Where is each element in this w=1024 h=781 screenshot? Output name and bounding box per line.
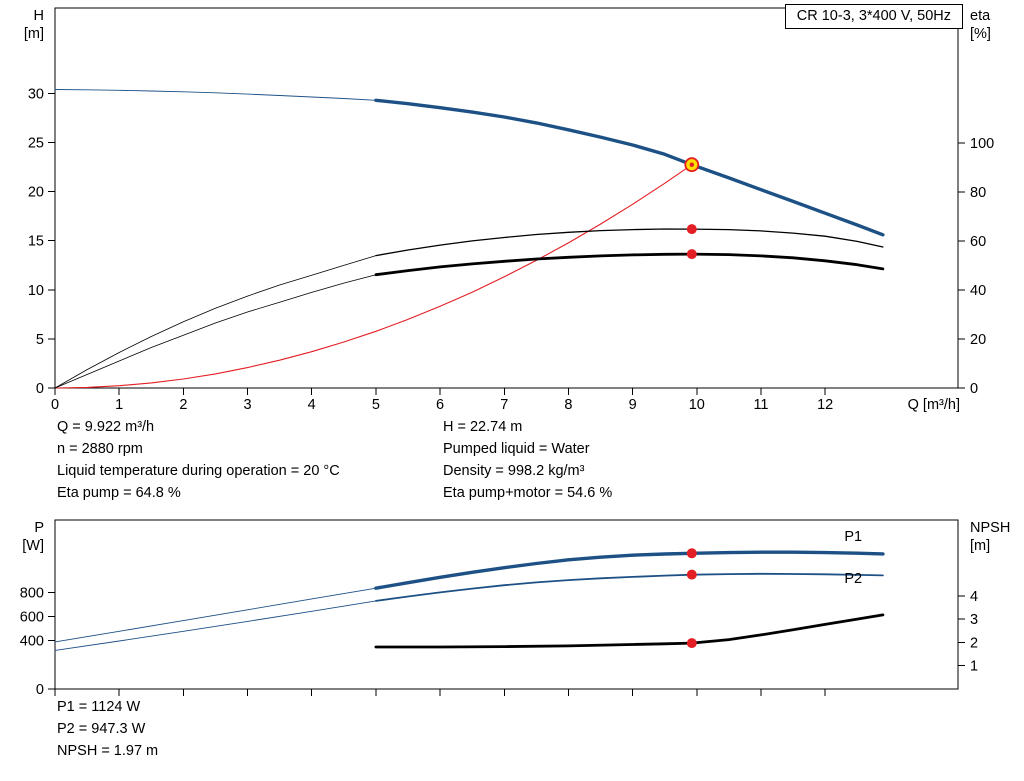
info-liquid-temperature: Liquid temperature during operation = 20…	[57, 463, 340, 479]
x-tick-label: 4	[308, 397, 316, 413]
p2-curve	[374, 572, 884, 602]
p2-curve-preview	[54, 600, 377, 651]
left-tick-label: 10	[28, 283, 44, 299]
pump-curve-preview	[54, 89, 377, 101]
right-tick-label: 3	[970, 612, 978, 628]
right-tick-label: 40	[970, 283, 986, 299]
left-tick-label: 0	[36, 381, 44, 397]
info-head: H = 22.74 m	[443, 419, 523, 435]
info-pumped-liquid: Pumped liquid = Water	[443, 441, 590, 457]
x-tick-label: 6	[436, 397, 444, 413]
left-tick-label: 0	[36, 682, 44, 698]
info-eta-pump-motor: Eta pump+motor = 54.6 %	[443, 485, 613, 501]
left-tick-label: 30	[28, 86, 44, 102]
p1-curve	[374, 550, 885, 590]
left-tick-label: 5	[36, 332, 44, 348]
info-flow: Q = 9.922 m³/h	[57, 419, 155, 435]
info-speed: n = 2880 rpm	[57, 441, 143, 457]
right-tick-label: 100	[970, 136, 994, 152]
right-axis-name: eta	[970, 8, 991, 24]
plot-frame	[54, 519, 959, 690]
npsh-curve	[374, 613, 885, 649]
left-tick-label: 15	[28, 234, 44, 250]
x-tick-label: 2	[179, 397, 187, 413]
eta-pump-point	[686, 224, 697, 235]
pump-curve	[374, 98, 885, 237]
eta-pump-motor-curve	[374, 252, 885, 277]
x-tick-label: 7	[500, 397, 508, 413]
info-npsh: NPSH = 1.97 m	[57, 743, 159, 759]
left-axis-name: H	[34, 8, 44, 24]
right-tick-label: 2	[970, 635, 978, 651]
info-eta-pump: Eta pump = 64.8 %	[57, 485, 181, 501]
left-axis-unit: [W]	[22, 538, 44, 554]
duty-point-center	[689, 162, 694, 167]
right-axis-name: NPSH	[970, 520, 1010, 536]
power-data: P1 = 1124 W P2 = 947.3 W NPSH = 1.97 m	[57, 696, 158, 762]
right-tick-label: 20	[970, 332, 986, 348]
right-axis-unit: [m]	[970, 538, 990, 554]
right-tick-label: 80	[970, 185, 986, 201]
x-tick-label: 8	[564, 397, 572, 413]
p1-curve-label: P1	[844, 529, 862, 545]
eta-pump-curve	[375, 228, 884, 257]
x-tick-label: 9	[629, 397, 637, 413]
right-tick-label: 0	[970, 381, 978, 397]
left-tick-label: 400	[20, 634, 44, 650]
info-density: Density = 998.2 kg/m³	[443, 463, 585, 479]
x-axis-label: Q [m³/h]	[908, 397, 960, 413]
hq-eta-chart: 0 1 2 3 4 5 6 7 8 9 10 11 12051015202530020406080100…	[24, 7, 994, 413]
eta-pump-motor-point	[686, 249, 697, 260]
p1-curve-preview	[54, 587, 377, 643]
x-tick-label: 11	[753, 397, 768, 413]
right-tick-label: 1	[970, 659, 978, 675]
x-tick-label: 10	[689, 397, 705, 413]
x-tick-label: 3	[243, 397, 251, 413]
eta-pump-motor-curve-preview	[54, 274, 377, 389]
npsh-point	[686, 638, 697, 649]
left-tick-label: 600	[20, 610, 44, 626]
info-p2: P2 = 947.3 W	[57, 721, 146, 737]
x-tick-label: 0	[51, 397, 59, 413]
left-tick-label: 25	[28, 136, 44, 152]
right-tick-label: 60	[970, 234, 986, 250]
plot-frame	[54, 7, 959, 389]
left-tick-label: 800	[20, 585, 44, 601]
p2-curve-label: P2	[844, 571, 862, 587]
left-axis-name: P	[34, 520, 44, 536]
power-npsh-chart: 0 400 600 800 1 2 3 4 P [W] NPSH [m] P1 P2	[20, 519, 1010, 698]
operating-data-left: Q = 9.922 m³/h n = 2880 rpm Liquid tempe…	[57, 416, 340, 504]
eta-pump-curve-preview	[54, 255, 377, 389]
info-p1: P1 = 1124 W	[57, 699, 141, 715]
operating-data-right: H = 22.74 m Pumped liquid = Water Densit…	[443, 416, 612, 504]
right-axis-unit: [%]	[970, 26, 991, 42]
x-tick-label: 1	[115, 397, 123, 413]
system-curve	[54, 164, 693, 389]
right-tick-label: 4	[970, 589, 978, 605]
pump-title-box: CR 10-3, 3*400 V, 50Hz	[784, 4, 963, 29]
left-axis-unit: [m]	[24, 26, 44, 42]
x-tick-label: 5	[372, 397, 380, 413]
left-tick-label: 20	[28, 185, 44, 201]
x-tick-label: 12	[817, 397, 833, 413]
p2-point	[686, 569, 697, 580]
p1-point	[686, 548, 697, 559]
